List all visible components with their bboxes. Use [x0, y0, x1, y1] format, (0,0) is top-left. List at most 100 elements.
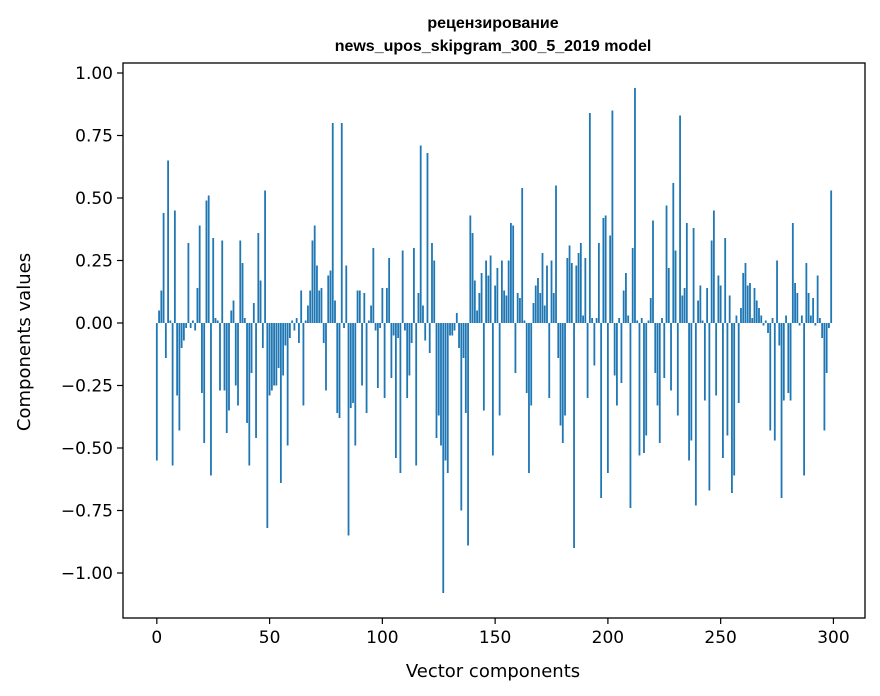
y-axis: 1.00 0.75 0.50 0.25 0.00 −0.25 −0.50 −0.75 −1.00 — [61, 64, 123, 584]
bar — [185, 323, 188, 328]
x-tick-label: 0 — [151, 628, 162, 648]
bar — [591, 318, 593, 323]
bar — [194, 323, 197, 331]
bar — [485, 260, 487, 323]
bar — [473, 280, 476, 323]
bar — [365, 323, 368, 413]
bar — [390, 323, 393, 378]
bar — [552, 293, 555, 323]
bar — [661, 318, 663, 323]
bar — [212, 238, 215, 323]
bar — [243, 318, 246, 323]
bar — [164, 323, 167, 358]
bar — [367, 320, 370, 323]
bar — [566, 258, 569, 323]
bar — [573, 323, 575, 548]
bar — [679, 115, 681, 323]
bar — [270, 323, 273, 391]
bar — [597, 243, 600, 323]
bar — [726, 323, 729, 436]
bar — [516, 293, 519, 323]
bar — [171, 323, 174, 466]
bar — [728, 295, 731, 323]
bar — [480, 273, 483, 323]
bar — [800, 315, 803, 323]
bar — [618, 318, 621, 323]
bar — [823, 323, 826, 431]
bar — [467, 323, 469, 546]
bar — [275, 323, 278, 386]
y-tick-label: 0.00 — [75, 314, 113, 334]
bar — [818, 318, 821, 323]
bar — [760, 315, 763, 323]
bar — [656, 323, 659, 406]
bar — [764, 320, 767, 323]
bar — [160, 290, 163, 323]
bar — [343, 323, 345, 328]
bar — [302, 323, 305, 406]
bar — [570, 263, 573, 323]
bar — [616, 323, 618, 406]
bar — [828, 323, 830, 328]
bar — [268, 323, 271, 396]
bar — [334, 300, 336, 323]
bar — [207, 195, 210, 323]
bar — [816, 275, 819, 323]
bar — [205, 200, 208, 323]
bar — [577, 253, 580, 323]
bar — [261, 323, 264, 348]
bar — [307, 305, 309, 323]
bar — [437, 323, 440, 416]
bar — [758, 308, 760, 323]
bar — [264, 190, 266, 323]
bar — [498, 323, 501, 416]
bar — [530, 323, 533, 406]
bar — [703, 323, 706, 401]
bar — [325, 323, 327, 391]
bar — [787, 323, 790, 393]
bar — [404, 323, 406, 331]
bar — [550, 260, 553, 323]
bar — [636, 320, 639, 323]
bar — [178, 323, 181, 431]
bar — [746, 285, 749, 323]
bar — [410, 323, 413, 343]
bar — [539, 293, 542, 323]
bar — [611, 110, 614, 323]
bar — [683, 288, 686, 323]
bar — [277, 323, 280, 368]
bar — [494, 285, 497, 323]
bar — [512, 225, 515, 323]
bar — [255, 323, 257, 438]
bar — [606, 323, 609, 473]
bar — [431, 243, 433, 323]
bar — [228, 323, 230, 411]
x-tick-label: 100 — [366, 628, 398, 648]
bar — [505, 295, 508, 323]
bar — [613, 323, 616, 376]
bar — [449, 323, 451, 336]
bar — [762, 323, 765, 326]
bar — [397, 323, 400, 338]
bar — [320, 288, 323, 323]
bar — [503, 290, 506, 323]
bar — [239, 240, 242, 323]
bar — [525, 323, 528, 393]
bar — [782, 323, 785, 401]
bar — [237, 323, 239, 406]
bar — [755, 300, 758, 323]
bar — [422, 305, 424, 323]
bar — [381, 288, 384, 323]
bar — [453, 323, 456, 331]
bar — [358, 290, 361, 323]
bar — [309, 290, 312, 323]
bar — [627, 315, 630, 323]
bar — [638, 323, 641, 456]
bar — [528, 323, 530, 473]
bar — [798, 323, 801, 326]
bar — [331, 123, 334, 323]
bar — [345, 265, 348, 323]
bar — [329, 270, 332, 323]
bar — [446, 323, 449, 473]
bar — [419, 145, 422, 323]
